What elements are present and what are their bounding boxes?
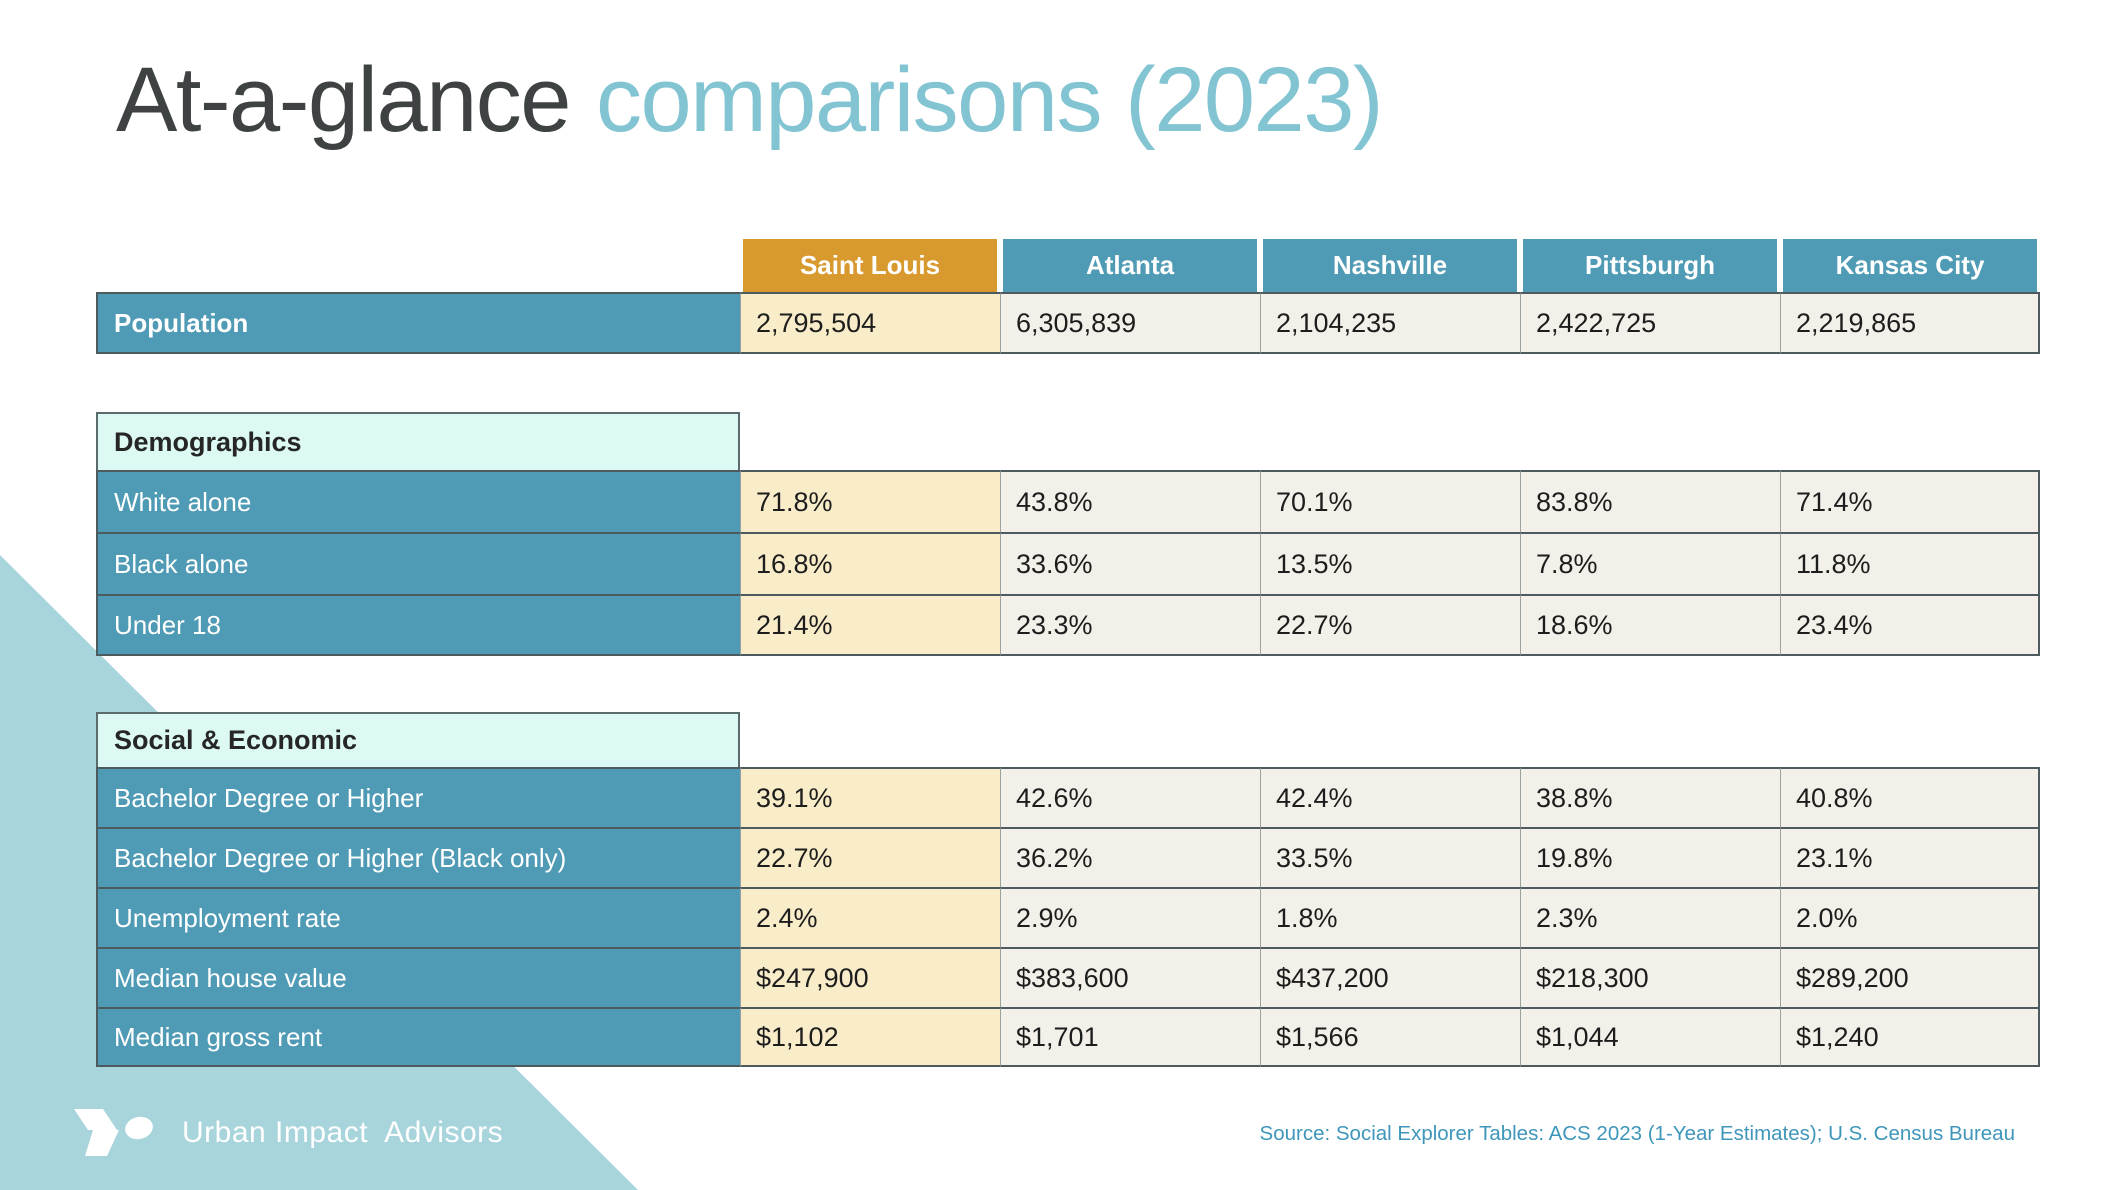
table-cell: 23.4% xyxy=(1780,594,2040,656)
table-cell: 7.8% xyxy=(1520,532,1780,594)
row-label-population: Population xyxy=(96,292,740,354)
table-cell: 36.2% xyxy=(1000,827,1260,887)
table-cell: 22.7% xyxy=(740,827,1000,887)
row-label-black-alone: Black alone xyxy=(96,532,740,594)
population-value-kansas-city: 2,219,865 xyxy=(1780,292,2040,354)
table-cell: $1,701 xyxy=(1000,1007,1260,1067)
brand-logo-icon xyxy=(74,1109,153,1156)
brand-name-part1: Urban Impact xyxy=(182,1116,369,1149)
table-cell: 43.8% xyxy=(1000,470,1260,532)
social-economic-table: Social & Economic Bachelor Degree or Hig… xyxy=(96,712,2040,1067)
source-citation: Source: Social Explorer Tables: ACS 2023… xyxy=(1259,1122,2015,1145)
table-cell: 2.0% xyxy=(1780,887,2040,947)
table-cell: $247,900 xyxy=(740,947,1000,1007)
demographics-table: Demographics White alone 71.8% 43.8% 70.… xyxy=(96,412,2040,656)
table-cell: 83.8% xyxy=(1520,470,1780,532)
table-cell: 38.8% xyxy=(1520,767,1780,827)
table-cell: $437,200 xyxy=(1260,947,1520,1007)
column-header-pittsburgh: Pittsburgh xyxy=(1523,239,1777,292)
table-cell: $1,240 xyxy=(1780,1007,2040,1067)
table-cell: 71.4% xyxy=(1780,470,2040,532)
table-cell: 21.4% xyxy=(740,594,1000,656)
row-label-unemployment-rate: Unemployment rate xyxy=(96,887,740,947)
column-header-saint-louis: Saint Louis xyxy=(743,239,997,292)
brand-name: Urban Impact Advisors xyxy=(182,1113,503,1153)
table-cell: 40.8% xyxy=(1780,767,2040,827)
section-header-demographics: Demographics xyxy=(96,412,740,470)
table-cell: 33.5% xyxy=(1260,827,1520,887)
column-header-atlanta: Atlanta xyxy=(1003,239,1257,292)
table-cell: $383,600 xyxy=(1000,947,1260,1007)
population-value-pittsburgh: 2,422,725 xyxy=(1520,292,1780,354)
table-cell: 70.1% xyxy=(1260,470,1520,532)
column-header-kansas-city: Kansas City xyxy=(1783,239,2037,292)
page-title-primary: At-a-glance xyxy=(116,49,571,151)
row-label-bachelor-degree: Bachelor Degree or Higher xyxy=(96,767,740,827)
population-value-saint-louis: 2,795,504 xyxy=(740,292,1000,354)
table-cell: 11.8% xyxy=(1780,532,2040,594)
table-cell: 42.4% xyxy=(1260,767,1520,827)
table-cell: 23.3% xyxy=(1000,594,1260,656)
row-label-bachelor-degree-black-only: Bachelor Degree or Higher (Black only) xyxy=(96,827,740,887)
table-cell: 22.7% xyxy=(1260,594,1520,656)
table-cell: 23.1% xyxy=(1780,827,2040,887)
population-table: Saint Louis Atlanta Nashville Pittsburgh… xyxy=(96,239,2040,354)
section-header-spacer xyxy=(740,712,2040,767)
table-cell: 2.9% xyxy=(1000,887,1260,947)
table-cell: 2.4% xyxy=(740,887,1000,947)
row-label-under-18: Under 18 xyxy=(96,594,740,656)
table-cell: $289,200 xyxy=(1780,947,2040,1007)
row-label-white-alone: White alone xyxy=(96,470,740,532)
table-cell: $1,044 xyxy=(1520,1007,1780,1067)
table-cell: $218,300 xyxy=(1520,947,1780,1007)
brand-name-part2: Advisors xyxy=(384,1116,504,1149)
table-cell: 19.8% xyxy=(1520,827,1780,887)
section-header-spacer xyxy=(740,412,2040,470)
table-cell: 33.6% xyxy=(1000,532,1260,594)
section-header-social-economic: Social & Economic xyxy=(96,712,740,767)
table-cell: 1.8% xyxy=(1260,887,1520,947)
row-label-median-gross-rent: Median gross rent xyxy=(96,1007,740,1067)
table-cell: 39.1% xyxy=(740,767,1000,827)
population-value-nashville: 2,104,235 xyxy=(1260,292,1520,354)
page-title: At-a-glance comparisons (2023) xyxy=(116,48,1384,153)
table-cell: 18.6% xyxy=(1520,594,1780,656)
population-value-atlanta: 6,305,839 xyxy=(1000,292,1260,354)
table-cell: 13.5% xyxy=(1260,532,1520,594)
column-header-nashville: Nashville xyxy=(1263,239,1517,292)
table-corner-spacer xyxy=(96,239,740,292)
table-cell: 71.8% xyxy=(740,470,1000,532)
table-cell: 16.8% xyxy=(740,532,1000,594)
page-title-accent: comparisons (2023) xyxy=(595,49,1384,151)
table-cell: $1,566 xyxy=(1260,1007,1520,1067)
table-cell: 42.6% xyxy=(1000,767,1260,827)
table-cell: $1,102 xyxy=(740,1007,1000,1067)
table-cell: 2.3% xyxy=(1520,887,1780,947)
row-label-median-house-value: Median house value xyxy=(96,947,740,1007)
